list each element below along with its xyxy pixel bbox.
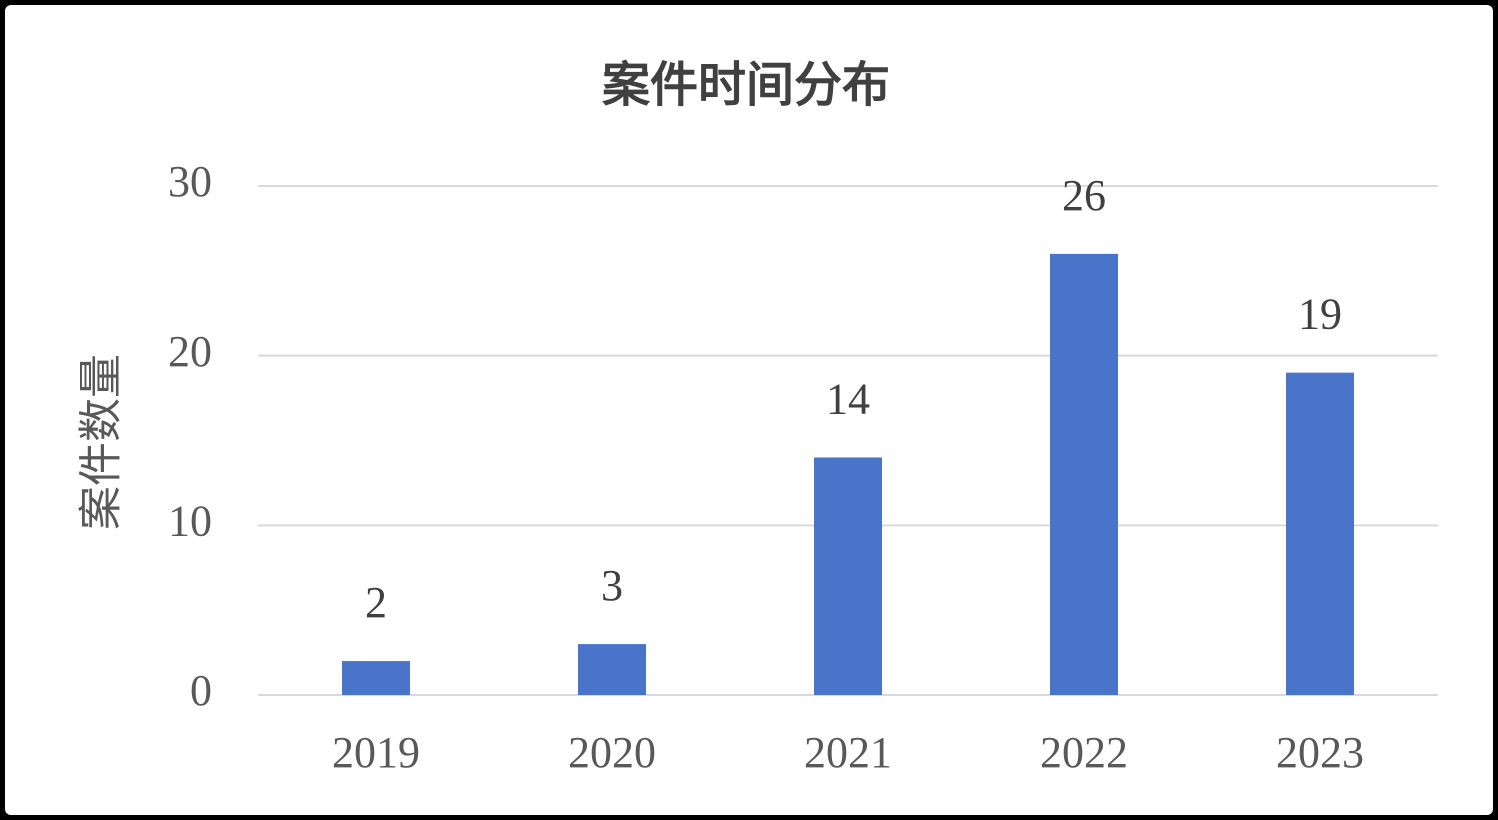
- x-tick-label: 2023: [1276, 728, 1364, 777]
- y-tick-label: 30: [168, 157, 212, 206]
- bar: [578, 644, 646, 695]
- y-tick-label: 20: [168, 327, 212, 376]
- bar: [1050, 253, 1118, 695]
- x-tick-label: 2021: [804, 728, 892, 777]
- data-label: 19: [1298, 290, 1342, 339]
- data-label: 2: [365, 578, 387, 627]
- data-label: 14: [826, 375, 870, 424]
- x-tick-label: 2020: [568, 728, 656, 777]
- bar: [814, 457, 882, 695]
- data-label: 3: [601, 561, 623, 610]
- data-label: 26: [1062, 171, 1106, 220]
- x-tick-label: 2022: [1040, 728, 1128, 777]
- chart-title: 案件时间分布: [602, 57, 890, 113]
- y-tick-label: 10: [168, 496, 212, 545]
- bar: [342, 661, 410, 695]
- x-tick-label: 2019: [332, 728, 420, 777]
- y-tick-label: 0: [190, 666, 212, 715]
- bar: [1286, 372, 1354, 695]
- y-axis-label: 案件数量: [76, 354, 127, 530]
- chart-background: [5, 5, 1493, 815]
